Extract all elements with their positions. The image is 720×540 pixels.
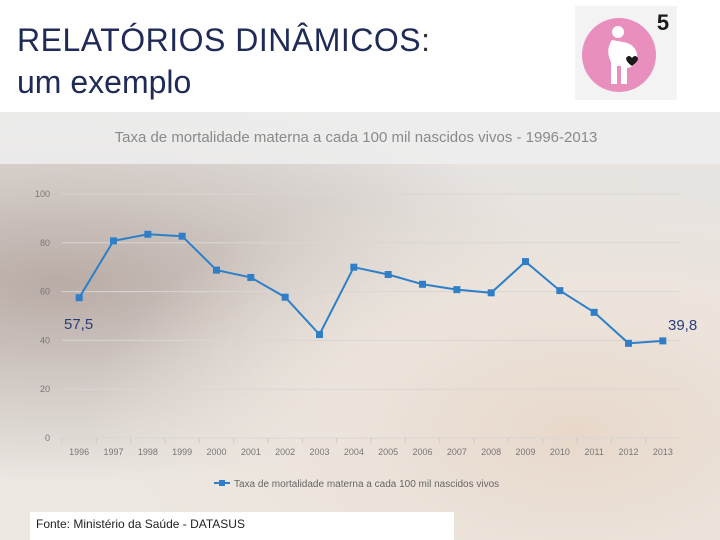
data-point [625, 339, 632, 347]
y-tick-label: 100 [35, 189, 50, 199]
x-tick-label: 2006 [412, 447, 432, 457]
slide-title: RELATÓRIOS DINÂMICOS: [17, 22, 431, 59]
data-point [281, 293, 289, 301]
last-value-label: 39,8 [668, 317, 698, 334]
chart-panel [0, 112, 720, 540]
badge-number: 5 [657, 10, 669, 35]
data-point [144, 230, 152, 238]
legend-swatch-marker [219, 480, 225, 486]
goal-badge: 5 [575, 6, 677, 100]
data-point [316, 331, 323, 339]
x-tick-label: 1997 [103, 447, 123, 457]
x-tick-label: 2013 [653, 447, 673, 457]
data-point [487, 289, 495, 297]
x-tick-label: 2002 [275, 447, 295, 457]
x-tick-label: 2011 [584, 447, 603, 457]
data-point [453, 286, 461, 294]
y-tick-label: 80 [40, 238, 50, 248]
x-tick-label: 2010 [550, 447, 570, 457]
slide-subtitle: um exemplo [17, 64, 192, 100]
y-tick-labels: 0 20 40 60 80 100 [35, 189, 50, 443]
x-tick-label: 2008 [481, 447, 501, 457]
data-point [384, 271, 392, 279]
series-points [75, 230, 667, 347]
x-tick-label: 2007 [447, 447, 467, 457]
x-tick-label: 2012 [618, 447, 638, 457]
data-point [419, 280, 426, 288]
grid [62, 193, 680, 439]
data-point [350, 263, 358, 271]
source-box [30, 512, 454, 540]
title-text: RELATÓRIOS DINÂMICOS [17, 22, 422, 58]
x-tick-label: 2003 [309, 447, 329, 457]
x-tick-label: 2001 [241, 447, 261, 457]
x-tick-label: 2009 [515, 447, 535, 457]
data-point [659, 337, 667, 345]
y-tick-label: 20 [40, 384, 50, 394]
title-colon: : [421, 22, 431, 58]
pregnant-woman-heart-icon: 5 [582, 10, 669, 92]
series-line [78, 233, 663, 345]
x-tick-labels: 1996 1997 1998 1999 2000 2001 2002 2003 2004 2005… [61, 438, 673, 457]
data-point [590, 308, 598, 316]
data-point [247, 273, 255, 281]
data-point [522, 258, 529, 266]
chart-title: Taxa de mortalidade materna a cada 100 m… [115, 129, 598, 146]
y-tick-label: 40 [40, 335, 50, 345]
y-tick-label: 60 [40, 287, 50, 297]
data-point [178, 232, 186, 240]
legend: Taxa de mortalidade materna a cada 100 m… [214, 479, 499, 490]
y-tick-label: 0 [45, 433, 50, 443]
x-tick-label: 2004 [344, 447, 364, 457]
first-value-label: 57,5 [64, 316, 94, 333]
chart-title-band [0, 112, 720, 164]
x-tick-label: 1996 [69, 447, 89, 457]
data-point [75, 294, 83, 302]
x-tick-label: 1999 [172, 447, 192, 457]
chart: Taxa de mortalidade materna a cada 100 m… [35, 129, 680, 490]
slide-header: RELATÓRIOS DINÂMICOS: um exemplo 5 [0, 0, 720, 112]
data-point [556, 287, 564, 295]
data-point [110, 237, 117, 245]
x-tick-label: 2000 [206, 447, 226, 457]
source-note: Fonte: Ministério da Saúde - DATASUS [36, 517, 245, 531]
x-tick-label: 2005 [378, 447, 398, 457]
legend-label: Taxa de mortalidade materna a cada 100 m… [234, 479, 499, 490]
data-point [213, 266, 220, 274]
x-tick-label: 1998 [138, 447, 158, 457]
